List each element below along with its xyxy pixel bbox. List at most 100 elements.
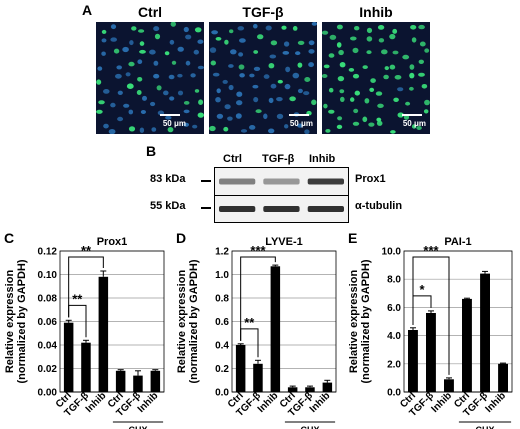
bar xyxy=(498,363,508,392)
cell-nucleus xyxy=(126,83,134,89)
cell-nucleus xyxy=(252,84,259,89)
cell-nucleus xyxy=(253,23,258,29)
cell-nucleus xyxy=(284,124,289,129)
cell-nucleus xyxy=(337,116,343,121)
cell-nucleus xyxy=(424,48,430,53)
lane-label-inhib: Inhib xyxy=(309,153,336,165)
cell-nucleus xyxy=(137,77,143,82)
cell-nucleus xyxy=(170,22,176,27)
cell-nucleus xyxy=(117,116,124,122)
cell-nucleus xyxy=(418,72,425,77)
cell-nucleus xyxy=(198,99,204,105)
cell-nucleus xyxy=(240,129,248,133)
y-tick-label: 1.0 xyxy=(215,270,229,281)
cell-nucleus xyxy=(249,73,255,78)
cell-nucleus xyxy=(362,65,368,69)
cell-nucleus xyxy=(194,89,200,93)
blot-band xyxy=(219,178,256,185)
cell-nucleus xyxy=(339,89,345,94)
bar xyxy=(253,363,263,392)
cell-nucleus xyxy=(137,59,143,64)
significance-label: *** xyxy=(250,243,266,258)
cell-nucleus xyxy=(276,113,284,120)
cell-nucleus xyxy=(292,26,298,31)
cell-nucleus xyxy=(222,79,228,84)
kda-marker-tick xyxy=(201,207,211,209)
cell-nucleus xyxy=(156,85,162,91)
cell-nucleus xyxy=(149,49,156,55)
chart-title: LYVE-1 xyxy=(265,236,303,248)
cell-nucleus xyxy=(239,38,246,43)
cell-nucleus xyxy=(339,62,346,68)
cell-nucleus xyxy=(269,54,277,59)
y-tick-label: 6.0 xyxy=(387,303,401,314)
cell-nucleus xyxy=(153,60,159,66)
cell-nucleus xyxy=(103,89,110,94)
chart-title: Prox1 xyxy=(97,236,128,248)
panel-letter: D xyxy=(176,230,186,246)
lane-label-ctrl: Ctrl xyxy=(223,153,242,165)
y-tick-label: 0.04 xyxy=(38,341,58,352)
scale-bar-label: 50 μm xyxy=(162,119,186,128)
significance-label: ** xyxy=(81,243,92,258)
y-tick-label: 0.8 xyxy=(215,294,229,305)
cell-nucleus xyxy=(303,91,310,96)
cell-nucleus xyxy=(197,39,204,44)
cell-nucleus xyxy=(366,36,373,42)
blot-tubulin xyxy=(214,195,349,223)
cell-nucleus xyxy=(215,97,221,103)
x-tick-label: Inhib xyxy=(308,390,333,415)
x-tick-label: Inhib xyxy=(429,390,454,415)
cell-nucleus xyxy=(98,100,105,105)
cell-nucleus xyxy=(352,73,360,79)
micrograph-ctrl-label: Ctrl xyxy=(137,4,163,20)
blot-band xyxy=(263,178,300,185)
cell-nucleus xyxy=(108,129,116,134)
cell-nucleus xyxy=(328,53,335,58)
cell-nucleus xyxy=(123,103,130,108)
chart-d: D LYVE-1 0.0 0.2 0.4 0.6 0.8 1.0 1.2 Relative exp… xyxy=(176,230,337,429)
cell-nucleus xyxy=(340,96,345,102)
cell-nucleus xyxy=(224,104,231,110)
cell-nucleus xyxy=(235,113,242,119)
cell-nucleus xyxy=(410,25,417,30)
chart-c: C Prox1 0.00 0.02 0.04 0.06 0.08 0.10 0.12 Relati… xyxy=(4,230,165,429)
cell-nucleus xyxy=(163,90,169,96)
y-tick-label: 0.06 xyxy=(38,317,58,328)
cell-nucleus xyxy=(257,34,264,40)
cell-nucleus xyxy=(253,50,259,54)
cell-nucleus xyxy=(389,33,396,40)
cell-nucleus xyxy=(377,25,385,30)
cell-nucleus xyxy=(171,60,177,65)
cell-nucleus xyxy=(397,112,404,118)
bar xyxy=(480,273,490,392)
cell-nucleus xyxy=(336,124,343,129)
cell-nucleus xyxy=(253,97,259,103)
y-tick-label: 0.10 xyxy=(38,270,58,281)
cell-nucleus xyxy=(297,62,303,68)
cell-nucleus xyxy=(190,73,196,78)
y-tick-label: 0.0 xyxy=(215,388,229,399)
cell-nucleus xyxy=(377,103,384,109)
cell-nucleus xyxy=(423,109,429,114)
cell-nucleus xyxy=(168,74,175,80)
significance-bracket xyxy=(412,256,450,375)
bar xyxy=(235,345,246,392)
kda-marker-83: 83 kDa xyxy=(150,173,186,185)
blot-band xyxy=(307,178,344,185)
cell-nucleus xyxy=(230,49,237,55)
cell-nucleus xyxy=(154,33,161,40)
panel-b-letter: B xyxy=(146,143,157,159)
significance-bracket xyxy=(240,256,276,341)
cell-nucleus xyxy=(375,91,383,96)
cell-nucleus xyxy=(308,62,314,68)
cell-nucleus xyxy=(185,34,192,40)
cell-nucleus xyxy=(418,24,425,30)
y-tick-label: 4.0 xyxy=(387,331,401,342)
cell-nucleus xyxy=(236,91,243,97)
micrograph-tgfb-label: TGF-β xyxy=(242,4,284,20)
cell-nucleus xyxy=(295,51,301,56)
scale-bar xyxy=(402,114,422,116)
cell-nucleus xyxy=(304,77,311,82)
cell-nucleus xyxy=(128,61,135,67)
